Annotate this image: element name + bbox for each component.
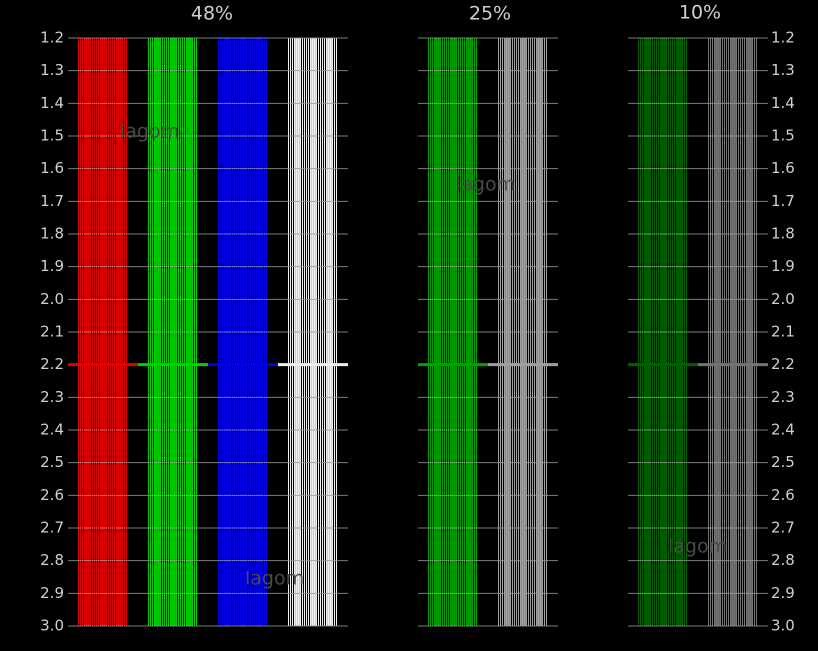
gamma-label: 2.8 [40,551,64,569]
gamma-label: 2.5 [40,453,64,471]
gamma-label: 1.2 [40,29,64,47]
gamma-label: 2.2 [771,355,795,373]
gamma-label: 3.0 [40,617,64,635]
gamma-label: 1.6 [771,159,795,177]
gamma-label: 2.5 [771,453,795,471]
gamma-label: 1.7 [40,192,64,210]
gamma-label: 2.6 [771,486,795,504]
gamma-label: 3.0 [771,617,795,635]
gamma-label: 1.7 [771,192,795,210]
gamma-label: 2.9 [40,584,64,602]
gamma-label: 1.4 [40,94,64,112]
gamma-label: 2.1 [40,323,64,341]
gamma-label: 1.8 [40,225,64,243]
gamma-label: 2.1 [771,323,795,341]
gamma-label: 1.9 [771,257,795,275]
gamma-label: 1.9 [40,257,64,275]
gamma-label: 2.2 [40,355,64,373]
group-header: 10% [679,2,721,24]
gamma-label: 1.2 [771,29,795,47]
watermark: lagom [245,568,304,590]
gamma-label: 2.3 [771,388,795,406]
group-header: 25% [469,3,511,25]
gamma-label: 2.8 [771,551,795,569]
gamma-label: 2.7 [40,519,64,537]
gamma-label: 1.5 [40,127,64,145]
gamma-label: 2.0 [40,290,64,308]
gamma-label: 1.3 [40,61,64,79]
gamma-label: 1.6 [40,159,64,177]
watermark: lagom [456,174,515,196]
watermark: lagom [668,536,727,558]
gamma-label: 2.4 [40,421,64,439]
gamma-label: 2.4 [771,421,795,439]
group-header: 48% [191,3,233,25]
gamma-label: 2.6 [40,486,64,504]
gamma-label: 1.8 [771,225,795,243]
gamma-label: 1.3 [771,61,795,79]
gamma-label: 2.0 [771,290,795,308]
gamma-label: 1.4 [771,94,795,112]
gamma-label: 2.7 [771,519,795,537]
watermark: lagom [120,121,179,143]
gamma-label: 2.3 [40,388,64,406]
gamma-label: 1.5 [771,127,795,145]
gamma-label: 2.9 [771,584,795,602]
